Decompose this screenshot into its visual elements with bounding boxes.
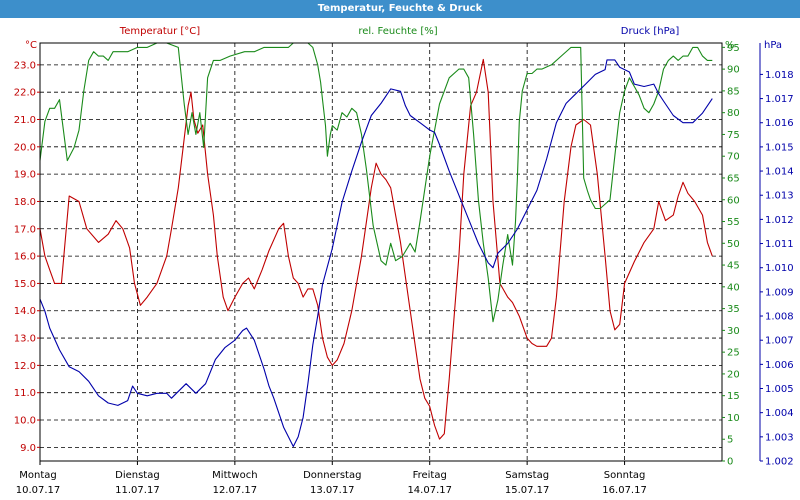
pressure-tick-label: 1.013 <box>765 191 794 202</box>
pressure-tick-label: 1.007 <box>765 336 794 347</box>
temperature-axis-title: Temperatur [°C] <box>119 26 200 37</box>
temperature-tick-label: 23.0 <box>14 60 36 71</box>
temperature-tick-label: 13.0 <box>14 334 36 345</box>
x-tick-day: Freitag <box>413 470 447 481</box>
x-tick-date: 10.07.17 <box>16 485 61 496</box>
humidity-tick-label: 90 <box>727 65 740 76</box>
humidity-tick-label: 70 <box>727 152 740 163</box>
pressure-tick-label: 1.015 <box>765 142 794 153</box>
pressure-series-line <box>39 59 713 448</box>
temperature-series-line <box>39 58 713 440</box>
temperature-tick-label: 9.0 <box>20 443 36 454</box>
humidity-tick-label: 40 <box>727 282 740 293</box>
temperature-tick-label: 21.0 <box>14 115 36 126</box>
temperature-tick-label: 19.0 <box>14 170 36 181</box>
x-tick-date: 16.07.17 <box>602 485 647 496</box>
x-tick-day: Sonntag <box>604 470 646 481</box>
pressure-tick-label: 1.009 <box>765 287 794 298</box>
pressure-tick-label: 1.014 <box>765 167 794 178</box>
x-tick-day: Donnerstag <box>303 470 361 481</box>
window-title: Temperatur, Feuchte & Druck <box>0 0 800 18</box>
temperature-tick-label: 11.0 <box>14 388 36 399</box>
pressure-tick-label: 1.011 <box>765 239 794 250</box>
x-tick-day: Samstag <box>505 470 549 481</box>
humidity-tick-label: 60 <box>727 195 740 206</box>
x-tick-day: Mittwoch <box>212 470 257 481</box>
humidity-tick-label: 30 <box>727 326 740 337</box>
humidity-tick-label: 5 <box>727 435 733 446</box>
x-tick-date: 14.07.17 <box>407 485 452 496</box>
pressure-axis-title: Druck [hPa] <box>621 26 680 37</box>
x-tick-day: Montag <box>19 470 56 481</box>
humidity-unit: % <box>725 40 735 51</box>
temperature-tick-label: 17.0 <box>14 224 36 235</box>
pressure-tick-label: 1.008 <box>765 312 794 323</box>
humidity-tick-label: 75 <box>727 130 740 141</box>
humidity-tick-label: 55 <box>727 217 740 228</box>
humidity-tick-label: 20 <box>727 369 740 380</box>
pressure-tick-label: 1.012 <box>765 215 794 226</box>
x-tick-date: 12.07.17 <box>213 485 258 496</box>
pressure-unit: hPa <box>764 40 782 51</box>
temperature-tick-label: 20.0 <box>14 142 36 153</box>
pressure-tick-label: 1.004 <box>765 408 794 419</box>
humidity-tick-label: 35 <box>727 304 740 315</box>
humidity-series-line <box>39 42 713 323</box>
label-layer: 9.0 10.0 11.0 12.0 13.0 14.0 15.0 16.0 17.0 18.0 1… <box>14 26 794 496</box>
humidity-tick-label: 25 <box>727 348 740 359</box>
weather-chart: 9.0 10.0 11.0 12.0 13.0 14.0 15.0 16.0 17.0 18.0 1… <box>14 26 794 496</box>
temperature-unit: °C <box>25 40 37 51</box>
temperature-tick-label: 12.0 <box>14 361 36 372</box>
x-tick-day: Dienstag <box>115 470 160 481</box>
pressure-tick-label: 1.002 <box>765 457 794 468</box>
pressure-tick-label: 1.003 <box>765 432 794 443</box>
series-layer <box>39 42 713 448</box>
plot-frame <box>39 42 723 462</box>
pressure-tick-label: 1.006 <box>765 360 794 371</box>
pressure-tick-label: 1.016 <box>765 118 794 129</box>
pressure-tick-label: 1.017 <box>765 94 794 105</box>
axis-layer <box>37 42 763 465</box>
x-tick-date: 15.07.17 <box>505 485 550 496</box>
temperature-tick-label: 18.0 <box>14 197 36 208</box>
humidity-tick-label: 80 <box>727 108 740 119</box>
humidity-tick-label: 65 <box>727 173 740 184</box>
humidity-axis-title: rel. Feuchte [%] <box>358 26 437 37</box>
pressure-tick-label: 1.010 <box>765 263 794 274</box>
humidity-tick-label: 15 <box>727 391 740 402</box>
temperature-tick-label: 15.0 <box>14 279 36 290</box>
x-tick-date: 13.07.17 <box>310 485 355 496</box>
humidity-tick-label: 95 <box>727 43 740 54</box>
temperature-tick-label: 22.0 <box>14 88 36 99</box>
grid-lines <box>40 43 722 461</box>
pressure-tick-label: 1.018 <box>765 70 794 81</box>
temperature-tick-label: 14.0 <box>14 306 36 317</box>
humidity-tick-label: 50 <box>727 239 740 250</box>
humidity-tick-label: 10 <box>727 413 740 424</box>
humidity-tick-label: 45 <box>727 261 740 272</box>
humidity-tick-label: 85 <box>727 86 740 97</box>
humidity-tick-label: 0 <box>727 457 733 468</box>
x-tick-date: 11.07.17 <box>115 485 160 496</box>
temperature-tick-label: 16.0 <box>14 252 36 263</box>
temperature-tick-label: 10.0 <box>14 416 36 427</box>
pressure-tick-label: 1.005 <box>765 384 794 395</box>
